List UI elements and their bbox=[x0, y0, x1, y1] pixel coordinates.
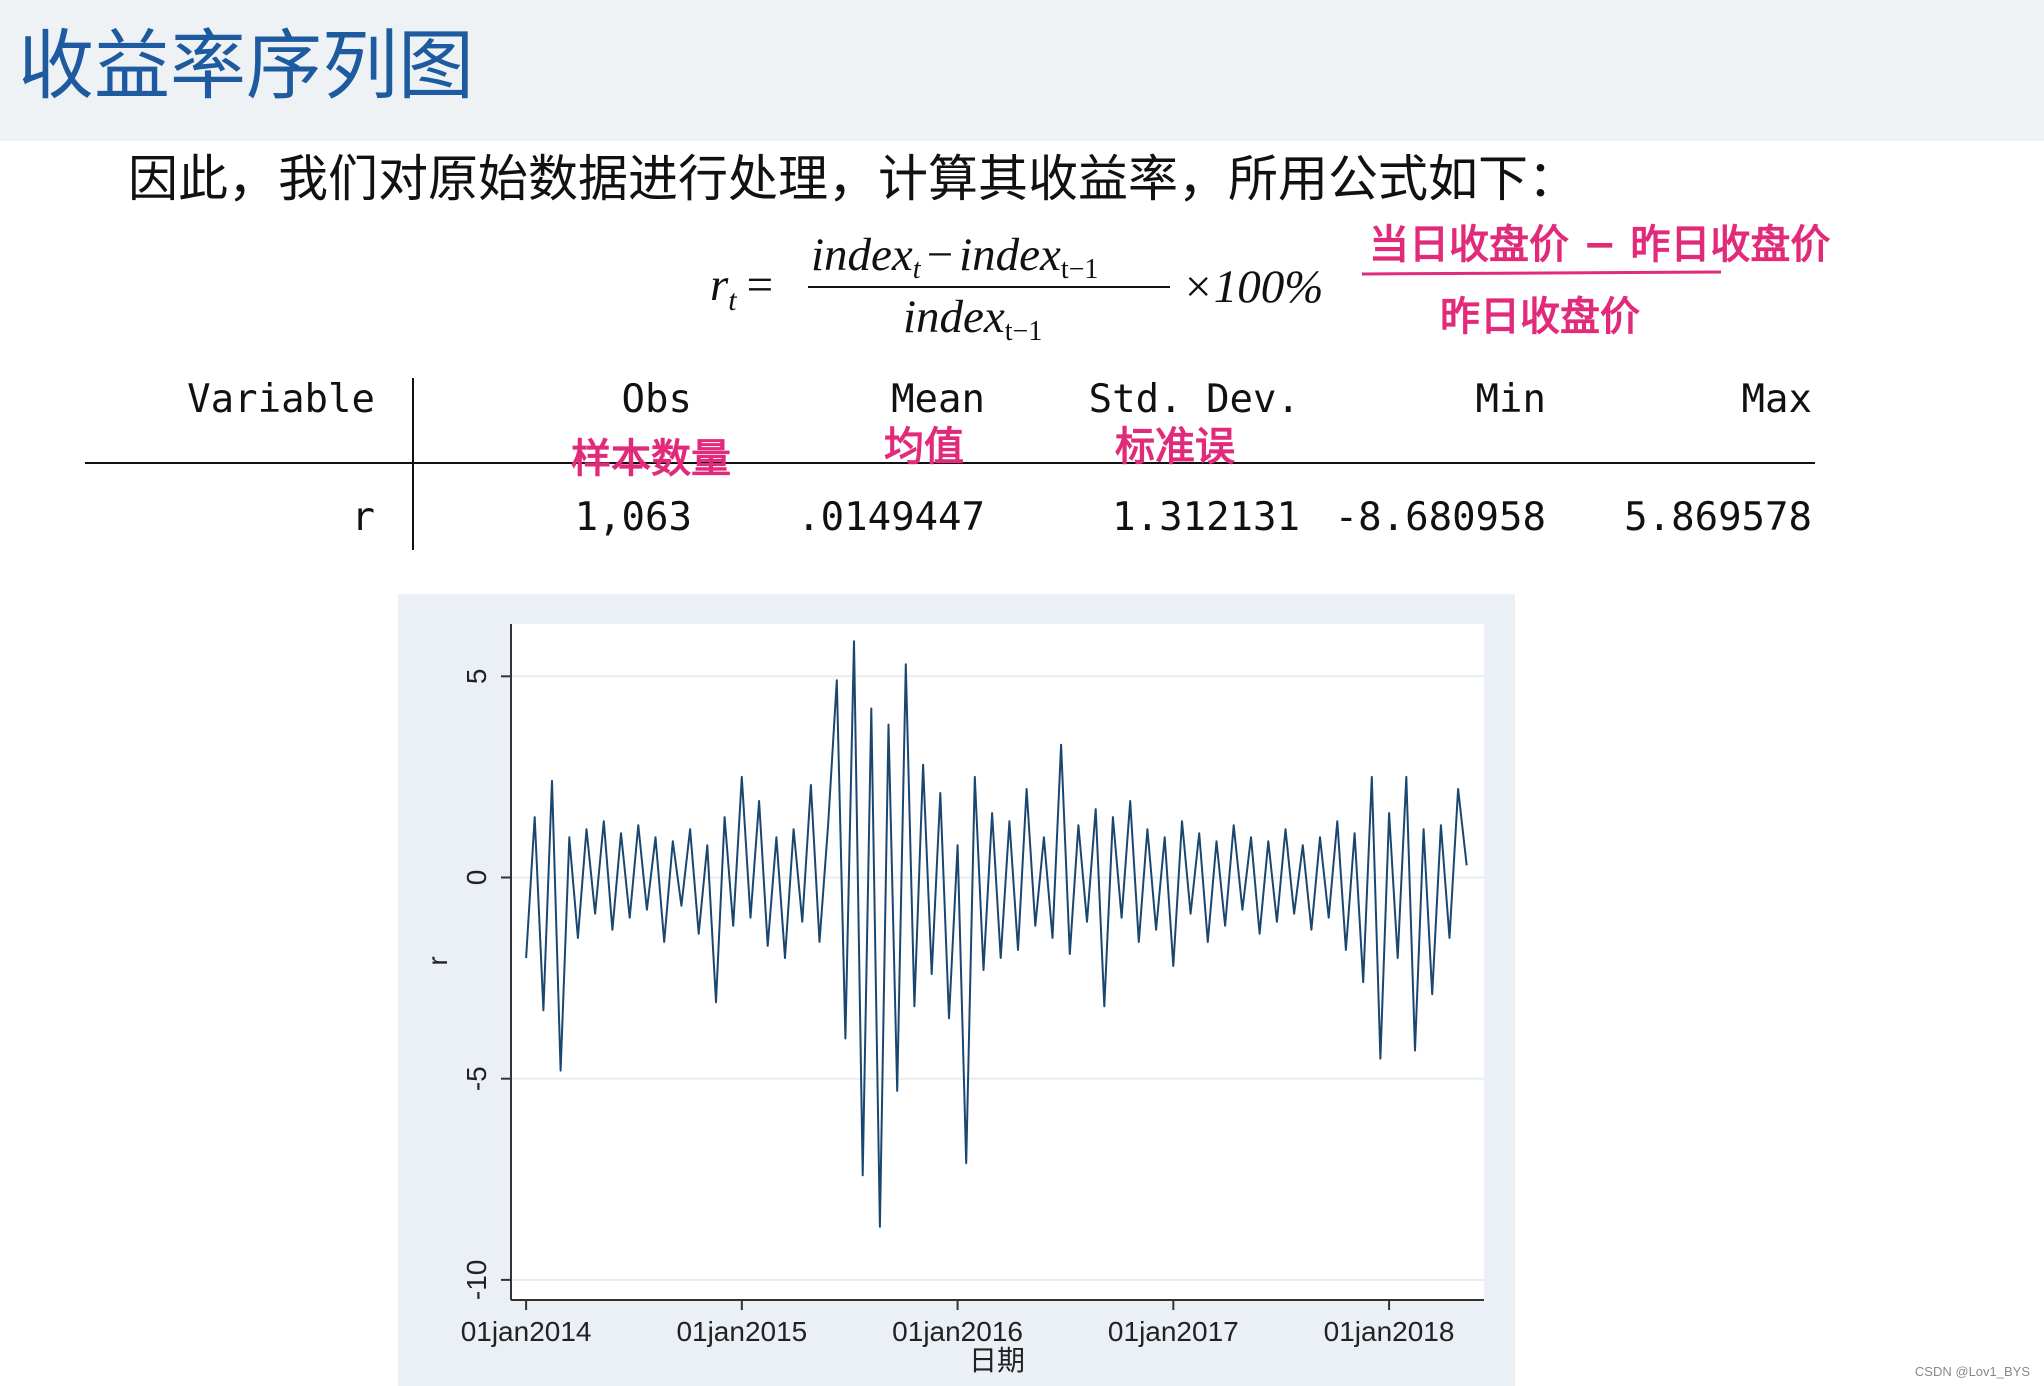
column-header: Max bbox=[1742, 377, 1812, 422]
y-tick-label: -5 bbox=[461, 1066, 492, 1091]
column-header: Std. Dev. bbox=[1089, 377, 1300, 422]
formula-lhs: rt = bbox=[710, 259, 773, 317]
formula-sub: t bbox=[728, 284, 737, 317]
column-header: Mean bbox=[891, 377, 985, 422]
intro-text: 因此，我们对原始数据进行处理，计算其收益率，所用公式如下： bbox=[128, 150, 1578, 208]
note-obs: 样本数量 bbox=[571, 436, 731, 482]
chart: -10 -5 0 5 01jan2014 01jan2015 01jan2016 01jan2… bbox=[461, 624, 1484, 1347]
y-tick-label: -10 bbox=[461, 1260, 492, 1300]
formula-sub: t−1 bbox=[1061, 254, 1099, 285]
note-numerator: 当日收盘价 − 昨日收盘价 bbox=[1369, 222, 1830, 268]
formula-minus: − bbox=[927, 229, 954, 281]
note-mean: 均值 bbox=[884, 424, 964, 470]
formula-sub: t−1 bbox=[1005, 316, 1043, 347]
note-underline bbox=[1361, 270, 1722, 276]
table-cell: .0149447 bbox=[797, 495, 985, 540]
formula-denominator: indext−1 bbox=[903, 291, 1042, 347]
table-cell: 1,063 bbox=[575, 495, 692, 540]
stats-table: Variable Obs Mean Std. Dev. Min Max r 1,063 .014… bbox=[187, 377, 1812, 540]
x-axis-label: 日期 bbox=[969, 1345, 1025, 1376]
note-sd: 标准误 bbox=[1115, 424, 1235, 470]
table-cell: 1.312131 bbox=[1112, 495, 1300, 540]
data-line bbox=[525, 640, 1468, 1228]
formula-r: r bbox=[710, 259, 729, 311]
watermark: CSDN @Lov1_BYS bbox=[1915, 1364, 2030, 1379]
x-tick-label: 01jan2014 bbox=[461, 1316, 592, 1347]
formula-term: index bbox=[903, 291, 1005, 343]
y-tick-label: 5 bbox=[461, 669, 492, 685]
formula-numerator: indext − indext−1 bbox=[811, 229, 1098, 285]
title-bar bbox=[0, 0, 2044, 141]
formula-eq: = bbox=[747, 259, 774, 311]
x-tick-label: 01jan2017 bbox=[1108, 1316, 1239, 1347]
formula-times: ×100% bbox=[1182, 261, 1323, 313]
table-cell: -8.680958 bbox=[1335, 495, 1546, 540]
column-header: Min bbox=[1476, 377, 1546, 422]
column-header: Variable bbox=[187, 377, 375, 422]
column-header: Obs bbox=[622, 377, 692, 422]
formula-term: index bbox=[811, 229, 913, 281]
x-tick-label: 01jan2016 bbox=[892, 1316, 1023, 1347]
table-cell: 5.869578 bbox=[1624, 495, 1812, 540]
note-denominator: 昨日收盘价 bbox=[1440, 294, 1640, 340]
table-cell: r bbox=[352, 495, 375, 540]
x-tick-label: 01jan2018 bbox=[1324, 1316, 1455, 1347]
slide-title: 收益率序列图 bbox=[18, 21, 474, 110]
y-tick-label: 0 bbox=[461, 870, 492, 886]
plot-area bbox=[511, 624, 1484, 1300]
formula-sub: t bbox=[913, 254, 922, 285]
x-tick-label: 01jan2015 bbox=[676, 1316, 807, 1347]
y-axis-label: r bbox=[422, 956, 453, 965]
formula-term: index bbox=[959, 229, 1061, 281]
